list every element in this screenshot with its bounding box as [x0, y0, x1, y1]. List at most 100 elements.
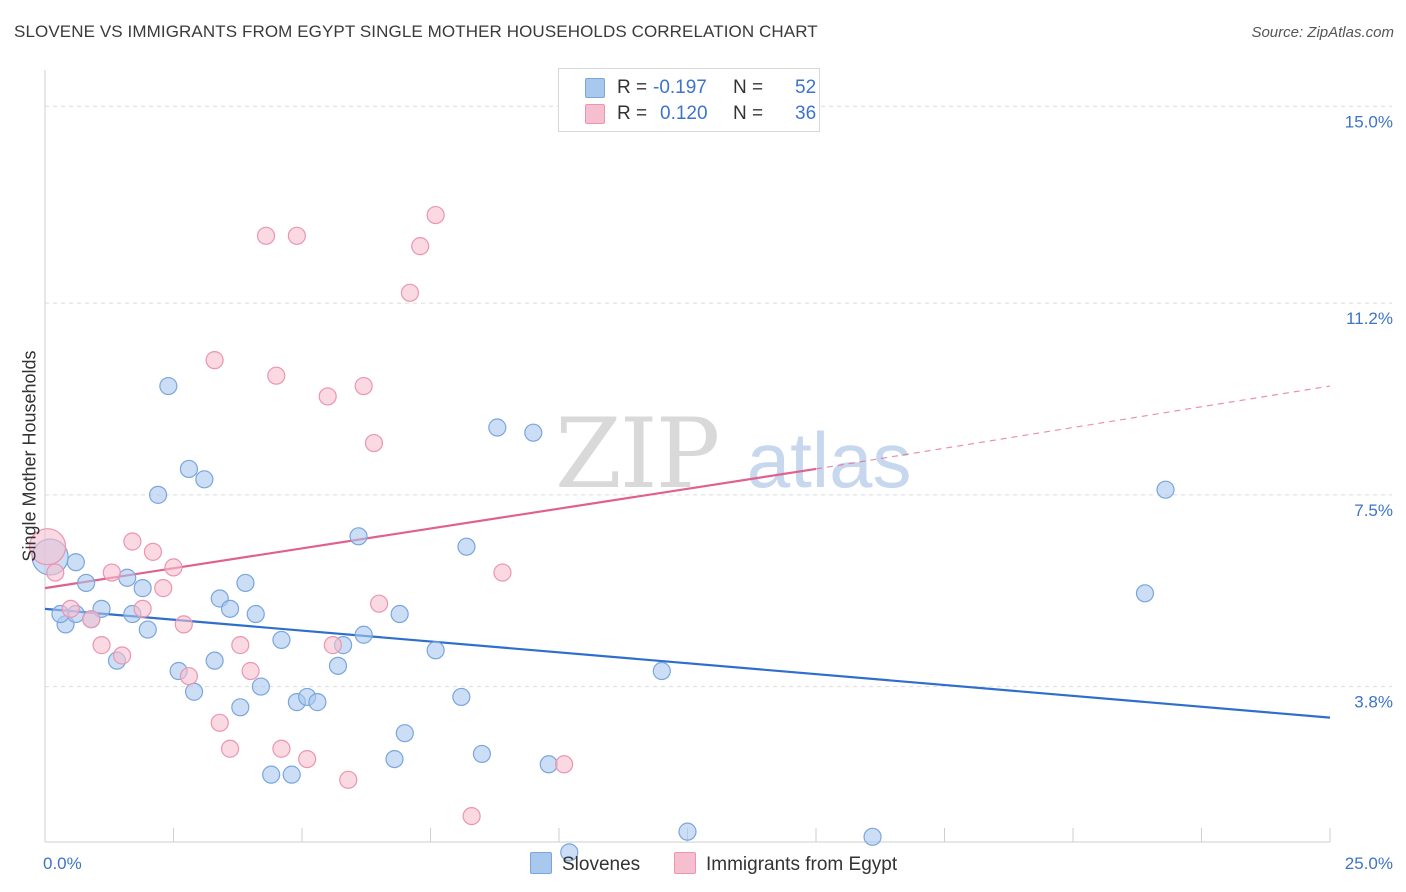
chart-title: SLOVENE VS IMMIGRANTS FROM EGYPT SINGLE … [14, 22, 818, 41]
point-egypt [272, 739, 291, 758]
point-slovenes [426, 641, 445, 660]
watermark: ZIP atlas [555, 398, 912, 510]
axes [44, 70, 1331, 843]
point-egypt [400, 283, 420, 302]
grid-lines [45, 105, 1392, 688]
point-egypt [555, 755, 574, 774]
point-slovenes [524, 423, 543, 442]
point-egypt [339, 770, 358, 789]
point-slovenes [179, 459, 199, 479]
bottom-legend-swatch-pink [674, 852, 696, 874]
trend-lines [44, 385, 1331, 719]
point-egypt [28, 528, 67, 566]
point-slovenes [560, 843, 579, 862]
bottom-legend-label: Immigrants from Egypt [706, 854, 898, 875]
point-slovenes [1156, 480, 1175, 499]
watermark-atlas: atlas [746, 416, 912, 504]
source-note: Source: ZipAtlas.com [1251, 24, 1394, 41]
point-egypt [154, 579, 173, 598]
trend-line-egypt-extension [815, 385, 1331, 470]
point-slovenes [390, 604, 409, 624]
point-egypt [92, 636, 111, 655]
point-slovenes [205, 651, 224, 670]
legend-n-value: 36 [795, 103, 817, 124]
point-slovenes [77, 573, 96, 593]
point-slovenes [349, 527, 368, 546]
point-egypt [133, 599, 152, 618]
point-egypt [256, 226, 276, 245]
point-egypt [267, 366, 286, 385]
point-slovenes [262, 765, 281, 784]
legend-n-value: 52 [795, 77, 817, 98]
legend-r-value: -0.197 [653, 77, 707, 98]
point-egypt [123, 532, 142, 551]
y-tick-label: 15.0% [1345, 112, 1393, 131]
point-slovenes [220, 599, 240, 618]
tick-labels: 3.8% 7.5% 11.2% 15.0% 0.0% 25.0% [43, 112, 1393, 873]
legend-swatch-blue [585, 78, 605, 98]
point-slovenes [272, 630, 291, 650]
point-egypt [370, 594, 389, 613]
point-egypt [354, 376, 373, 396]
point-egypt [411, 237, 430, 256]
data-points [28, 205, 1175, 862]
point-egypt [210, 713, 229, 732]
point-egypt [82, 610, 101, 629]
point-egypt [143, 542, 163, 561]
bottom-legend-label: Slovenes [562, 854, 641, 875]
point-slovenes [159, 376, 178, 396]
point-egypt [46, 563, 65, 582]
point-egypt [164, 558, 183, 577]
point-slovenes [488, 418, 507, 437]
point-egypt [231, 636, 250, 655]
point-slovenes [282, 765, 301, 784]
point-slovenes [395, 724, 414, 743]
legend-n-label: N = [733, 77, 764, 98]
y-tick-label: 11.2% [1346, 309, 1393, 328]
point-slovenes [231, 698, 250, 717]
point-slovenes [251, 677, 270, 696]
point-slovenes [457, 537, 476, 556]
point-slovenes [195, 470, 214, 489]
bottom-legend-swatch-blue [530, 852, 552, 874]
legend-swatch-pink [585, 104, 605, 124]
bottom-legend-slovenes: Slovenes [530, 852, 640, 876]
legend-r-label: R = [617, 77, 648, 98]
x-tick-label: 0.0% [43, 854, 82, 873]
point-slovenes [246, 604, 265, 624]
point-egypt [426, 205, 445, 225]
point-slovenes [678, 822, 697, 841]
correlation-legend: R = -0.197 N = 52 R = 0.120 N = 36 [558, 68, 820, 132]
point-slovenes [133, 579, 152, 598]
point-egypt [102, 563, 121, 582]
point-egypt [364, 433, 384, 453]
point-slovenes [138, 620, 157, 639]
y-axis-label: Single Mother Households [19, 350, 40, 562]
point-egypt [112, 646, 132, 665]
point-slovenes [184, 682, 204, 701]
point-egypt [287, 226, 306, 245]
point-egypt [179, 667, 199, 686]
y-tick-label: 3.8% [1354, 693, 1393, 712]
point-slovenes [118, 568, 137, 587]
legend-r-value: 0.120 [660, 103, 708, 124]
point-slovenes [1135, 584, 1155, 603]
point-slovenes [236, 573, 255, 593]
point-egypt [61, 599, 80, 618]
point-egypt [462, 806, 481, 826]
point-slovenes [539, 755, 558, 774]
legend-r-label: R = [617, 103, 648, 124]
point-slovenes [308, 693, 327, 712]
point-slovenes [652, 661, 671, 681]
point-egypt [220, 739, 240, 758]
point-egypt [318, 387, 337, 406]
watermark-zip: ZIP [555, 398, 720, 510]
point-egypt [174, 615, 193, 634]
point-slovenes [863, 827, 882, 846]
x-tick-label: 25.0% [1345, 854, 1393, 873]
point-slovenes [452, 687, 471, 707]
point-egypt [298, 750, 317, 769]
point-egypt [241, 661, 260, 681]
legend-n-label: N = [733, 103, 764, 124]
